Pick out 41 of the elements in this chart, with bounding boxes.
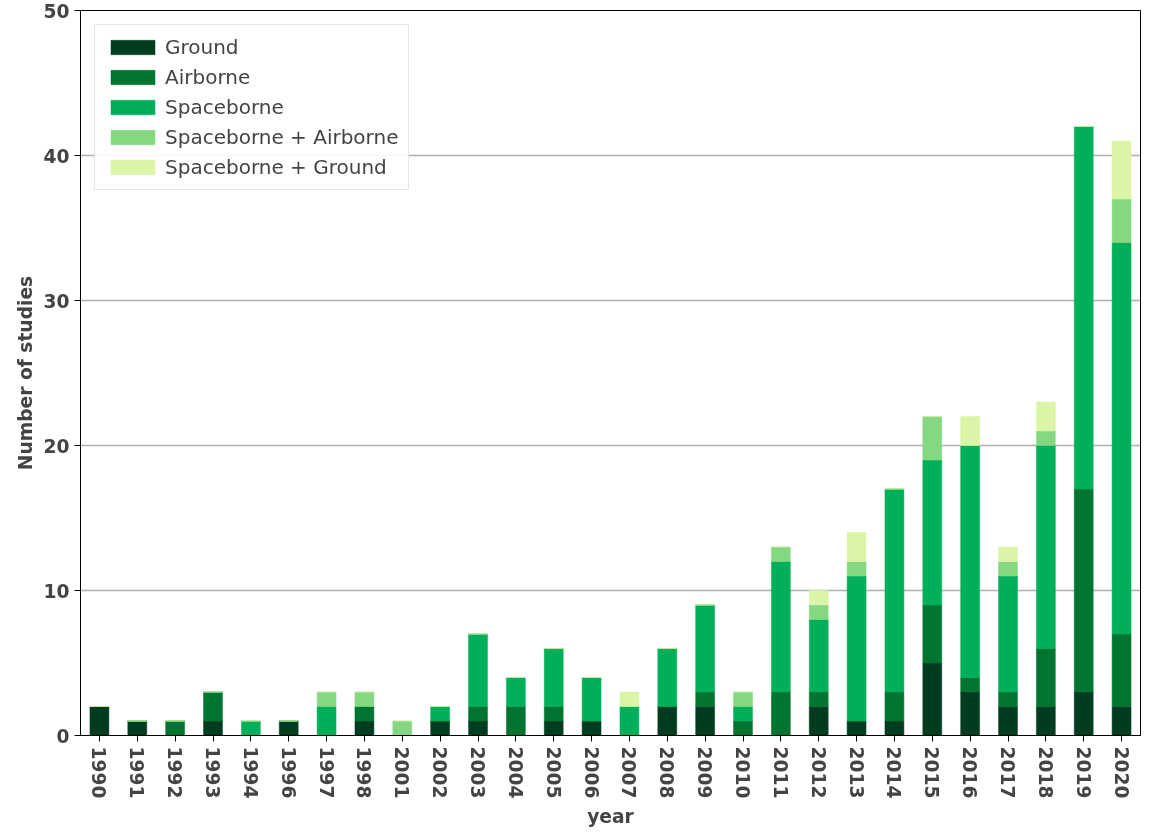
- y-tick-label: 30: [43, 290, 70, 312]
- x-tick-label: 2003: [467, 746, 488, 799]
- x-tick-label: 2006: [580, 746, 602, 799]
- y-tick-label: 20: [43, 435, 70, 457]
- x-tick-label: 1998: [353, 746, 375, 799]
- x-tick-label: 2017: [997, 746, 1018, 799]
- x-axis-title: year: [587, 806, 635, 828]
- y-tick-label: 0: [56, 725, 70, 747]
- x-tick-label: 2015: [921, 746, 943, 799]
- legend-label: Ground: [165, 35, 239, 59]
- x-tick-label: 2018: [1034, 746, 1056, 799]
- x-tick-label: 1996: [277, 746, 299, 799]
- x-tick-label: 2016: [959, 746, 981, 799]
- legend-label: Spaceborne + Airborne: [165, 125, 399, 149]
- x-tick-label: 2009: [694, 746, 716, 799]
- x-tick-label: 2020: [1110, 746, 1132, 799]
- y-tick-label: 40: [43, 145, 70, 167]
- x-tick-label: 1994: [239, 746, 261, 799]
- x-tick-label: 1991: [126, 746, 148, 799]
- legend-label: Spaceborne: [165, 95, 284, 119]
- x-tick-label: 1992: [164, 746, 186, 799]
- x-tick-label: 2012: [807, 746, 829, 799]
- x-tick-label: 2008: [656, 746, 678, 799]
- x-tick-label: 2002: [429, 746, 451, 799]
- legend-label: Airborne: [165, 65, 251, 89]
- x-tick-label: 2001: [391, 746, 413, 799]
- x-tick-label: 2004: [504, 746, 526, 799]
- legend-label: Spaceborne + Ground: [165, 155, 387, 179]
- y-tick-label: 10: [43, 580, 70, 602]
- x-tick-label: 2005: [542, 746, 564, 799]
- x-tick-label: 2010: [732, 746, 753, 799]
- x-tick-label: 2011: [769, 746, 791, 799]
- x-tick-label: 2013: [845, 746, 867, 799]
- x-tick-label: 2014: [883, 746, 905, 799]
- x-tick-label: 1993: [202, 746, 223, 799]
- x-tick-label: 2007: [618, 746, 640, 799]
- y-tick-label: 50: [43, 0, 70, 22]
- y-axis-title: Number of studies: [14, 275, 36, 471]
- x-tick-label: 1997: [315, 746, 337, 799]
- x-tick-label: 2019: [1072, 746, 1094, 799]
- x-tick-label: 1990: [88, 746, 110, 799]
